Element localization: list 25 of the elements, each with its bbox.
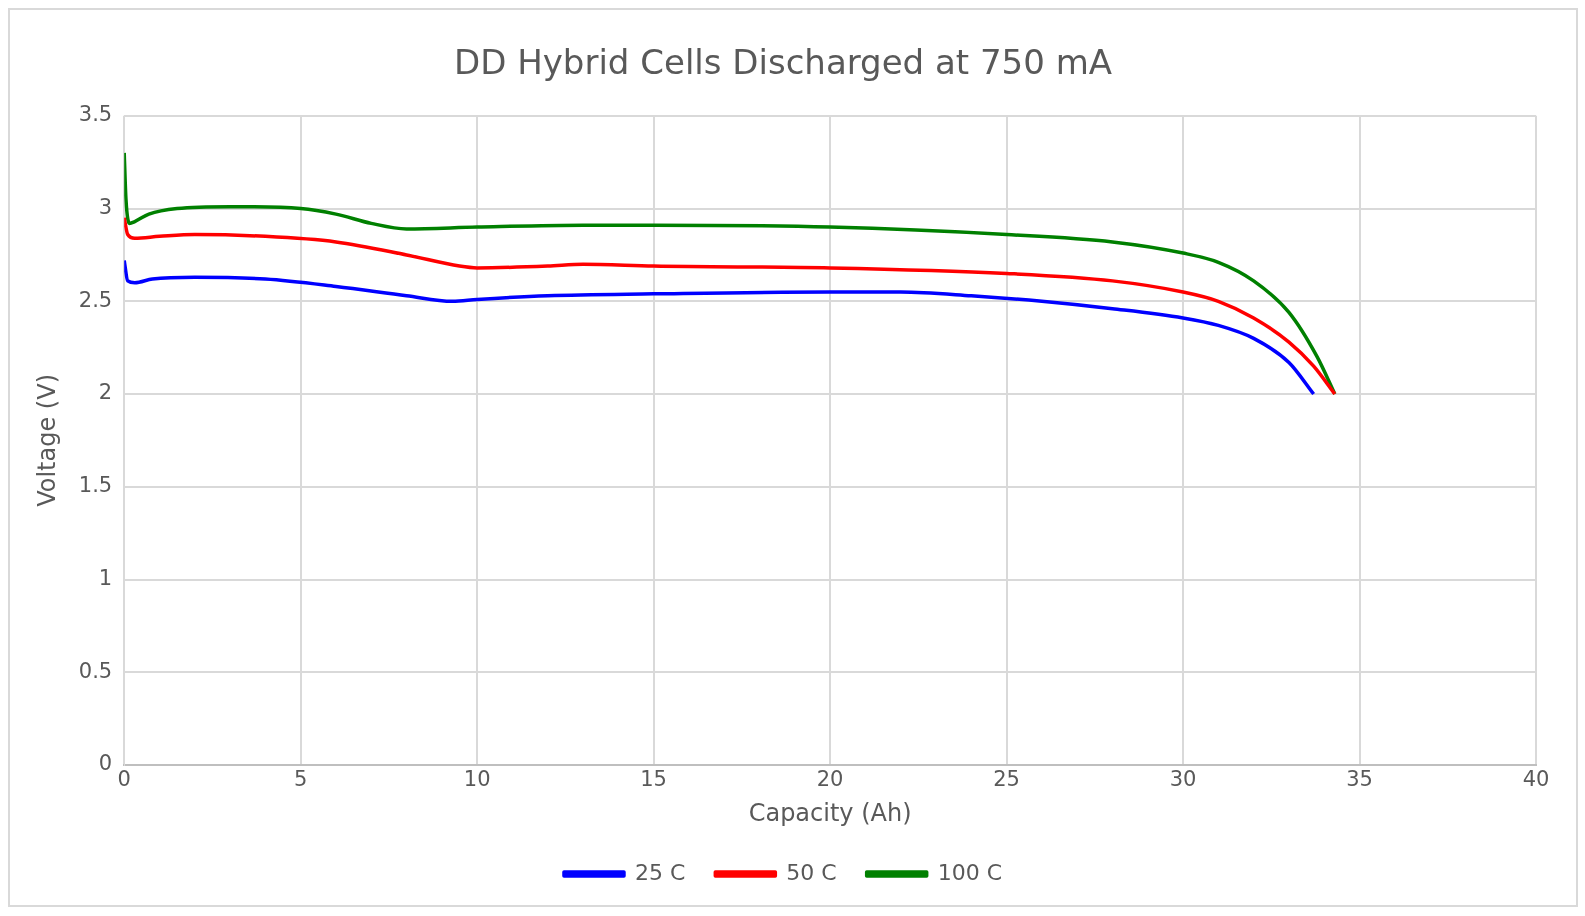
- line-series: [124, 258, 1316, 396]
- y-tick-label: 2.5: [78, 287, 113, 312]
- x-tick-label: 20: [816, 767, 844, 792]
- x-tick-label: 5: [293, 767, 308, 792]
- y-tick-label: 3.5: [78, 102, 113, 127]
- y-axis-title: Voltage (V): [32, 374, 61, 507]
- legend-label: 25 C: [634, 859, 686, 885]
- x-tick-label: 35: [1346, 767, 1373, 792]
- legend-label: 100 C: [937, 859, 1003, 885]
- y-tick-label: 0.5: [78, 658, 113, 683]
- x-tick-label: 0: [117, 767, 131, 792]
- line-series: [124, 216, 1337, 396]
- legend-label: 50 C: [786, 859, 837, 885]
- x-tick-label: 30: [1169, 767, 1197, 792]
- x-tick-label: 40: [1522, 767, 1550, 792]
- y-tick-label: 0: [98, 751, 113, 776]
- y-tick-label: 1: [98, 565, 113, 590]
- y-tick-label: 3: [98, 195, 113, 219]
- y-tick-label: 1.5: [78, 473, 113, 498]
- y-tick-label: 2: [98, 380, 113, 405]
- x-tick-label: 10: [463, 767, 491, 792]
- x-axis-title: Capacity (Ah): [748, 798, 912, 827]
- x-tick-label: 15: [640, 767, 667, 792]
- x-tick-label: 25: [993, 767, 1020, 792]
- chart-title: DD Hybrid Cells Discharged at 750 mA: [453, 42, 1113, 83]
